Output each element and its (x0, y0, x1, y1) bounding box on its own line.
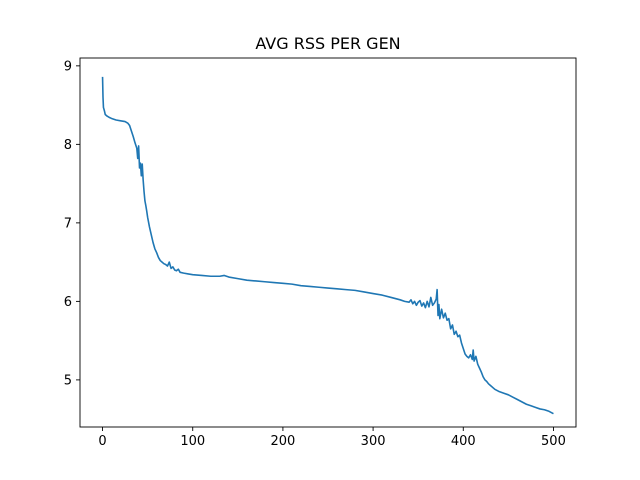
chart-title: AVG RSS PER GEN (255, 34, 400, 53)
y-tick-label: 9 (64, 59, 72, 74)
x-tick-label: 300 (361, 434, 386, 449)
y-tick-label: 8 (64, 138, 72, 153)
y-tick-label: 7 (64, 216, 72, 231)
x-tick-label: 100 (180, 434, 205, 449)
axes-frame (79, 57, 577, 428)
y-tick-label: 6 (64, 295, 72, 310)
y-tick-label: 5 (64, 373, 72, 388)
x-tick-label: 400 (451, 434, 476, 449)
series-line (101, 76, 554, 415)
x-axis: 0 100 200 300 400 500 (98, 427, 566, 449)
x-tick-label: 0 (98, 434, 106, 449)
y-axis: 5 6 7 8 9 (64, 59, 80, 388)
x-tick-label: 200 (270, 434, 295, 449)
x-tick-label: 500 (541, 434, 566, 449)
